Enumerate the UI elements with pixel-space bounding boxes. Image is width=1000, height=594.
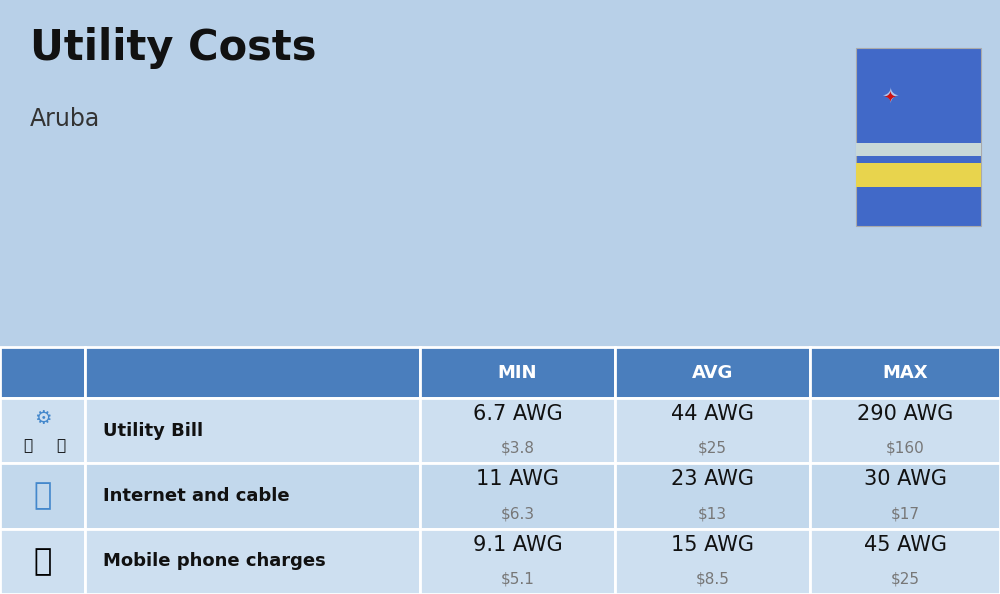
- Bar: [0, 529, 85, 594]
- Text: ✦: ✦: [881, 87, 898, 108]
- Text: 23 AWG: 23 AWG: [671, 469, 754, 489]
- Bar: [420, 347, 615, 398]
- Text: 44 AWG: 44 AWG: [671, 404, 754, 424]
- Bar: [615, 463, 810, 529]
- Bar: [420, 463, 615, 529]
- Bar: [85, 463, 420, 529]
- Text: $17: $17: [891, 506, 920, 522]
- Bar: [0, 398, 85, 463]
- Bar: [615, 347, 810, 398]
- Text: $13: $13: [698, 506, 727, 522]
- Text: MIN: MIN: [498, 364, 537, 382]
- Text: 🔧: 🔧: [56, 438, 65, 453]
- Bar: [856, 163, 981, 187]
- Text: 📱: 📱: [33, 547, 52, 576]
- Text: ✦: ✦: [883, 90, 896, 105]
- Text: AVG: AVG: [692, 364, 733, 382]
- Text: $25: $25: [891, 571, 920, 587]
- Text: $160: $160: [886, 441, 924, 456]
- Bar: [810, 398, 1000, 463]
- Text: Mobile phone charges: Mobile phone charges: [103, 552, 326, 570]
- Text: 6.7 AWG: 6.7 AWG: [473, 404, 562, 424]
- Bar: [810, 529, 1000, 594]
- Text: 🔌: 🔌: [23, 438, 32, 453]
- Text: ⚙: ⚙: [34, 409, 51, 428]
- Text: Aruba: Aruba: [30, 107, 100, 131]
- Text: Utility Costs: Utility Costs: [30, 27, 316, 69]
- Text: 9.1 AWG: 9.1 AWG: [473, 535, 562, 555]
- Text: 45 AWG: 45 AWG: [864, 535, 946, 555]
- Text: 290 AWG: 290 AWG: [857, 404, 953, 424]
- Bar: [0, 463, 85, 529]
- Bar: [856, 144, 981, 156]
- Bar: [615, 529, 810, 594]
- Text: $3.8: $3.8: [501, 441, 535, 456]
- Bar: [85, 529, 420, 594]
- Bar: [420, 529, 615, 594]
- Bar: [615, 398, 810, 463]
- Text: 11 AWG: 11 AWG: [476, 469, 559, 489]
- Text: Utility Bill: Utility Bill: [103, 422, 203, 440]
- Text: $5.1: $5.1: [501, 571, 534, 587]
- Text: 15 AWG: 15 AWG: [671, 535, 754, 555]
- Text: $6.3: $6.3: [500, 506, 535, 522]
- Text: 📶: 📶: [33, 482, 52, 510]
- Bar: [810, 347, 1000, 398]
- Text: $25: $25: [698, 441, 727, 456]
- Text: Internet and cable: Internet and cable: [103, 487, 290, 505]
- Bar: [85, 347, 420, 398]
- Bar: [856, 48, 981, 226]
- Text: MAX: MAX: [882, 364, 928, 382]
- Text: 30 AWG: 30 AWG: [864, 469, 946, 489]
- Bar: [420, 398, 615, 463]
- Bar: [0, 347, 85, 398]
- Bar: [810, 463, 1000, 529]
- Text: $8.5: $8.5: [696, 571, 729, 587]
- Bar: [85, 398, 420, 463]
